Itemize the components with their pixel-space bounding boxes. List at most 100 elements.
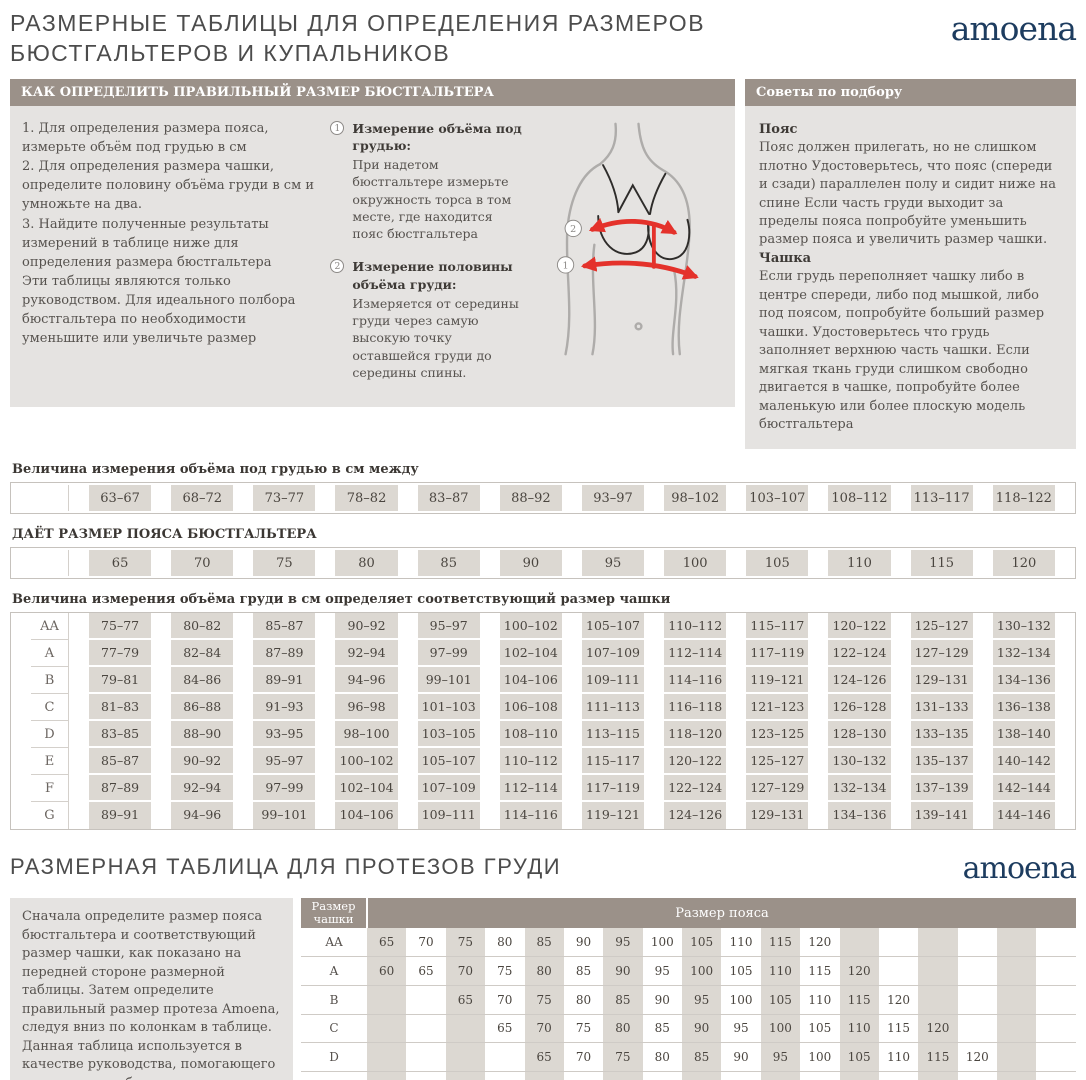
band-size-cell: 105 <box>746 550 809 577</box>
bust-range-cell: 104–106 <box>499 667 562 695</box>
band-size-cell: 120 <box>997 1071 1037 1080</box>
underbust-range-cell: 83–87 <box>417 485 480 512</box>
bust-range-cell: 85–87 <box>89 748 152 776</box>
bra-measurement-illustration: 2 1 <box>531 120 723 398</box>
bust-range-cell: 90–92 <box>335 613 398 641</box>
cup-letter: B <box>31 667 69 695</box>
band-size-cell <box>957 928 997 958</box>
how-to-header: КАК ОПРЕДЕЛИТЬ ПРАВИЛЬНЫЙ РАЗМЕР БЮСТГАЛ… <box>10 78 735 106</box>
bust-range-cell: 130–132 <box>992 613 1055 641</box>
band-size-cell <box>485 1042 525 1073</box>
bust-range-cell: 124–126 <box>664 802 727 830</box>
band-size-cell: 110 <box>918 1071 958 1080</box>
band-size-cell: 95 <box>800 1071 840 1080</box>
band-label: ДАЁТ РАЗМЕР ПОЯСА БЮСТГАЛЬТЕРА <box>12 527 317 543</box>
measurement-1: 1 Измерение объёма под грудью: При надет… <box>330 120 522 243</box>
cup-letter: B <box>301 985 367 1015</box>
torso-diagram: 2 1 <box>556 122 699 356</box>
band-size-cell <box>918 985 958 1015</box>
band-size-cell: 80 <box>335 550 398 577</box>
bust-range-cell: 92–94 <box>335 640 398 668</box>
band-size-cell <box>406 1071 446 1080</box>
bust-range-cell: 134–136 <box>828 802 891 830</box>
band-size-cell <box>918 956 958 987</box>
band-size-cell <box>957 1014 997 1044</box>
band-size-cell: 120 <box>839 956 879 987</box>
band-size-cell <box>406 985 446 1015</box>
bust-range-cell: 81–83 <box>89 694 152 722</box>
prosthesis-row: AA 65 70 75 80 85 90 95 100 105 110 115 120 <box>301 928 1076 958</box>
band-size-cell: 75 <box>445 928 486 958</box>
bust-range-cell: 108–110 <box>499 721 562 749</box>
band-size-cell: 75 <box>253 550 316 577</box>
cup-row: D 83–85 88–90 93–95 98–100 103–105 108–110 113–… <box>31 721 1055 749</box>
band-size-cell: 95 <box>642 956 682 987</box>
bust-range-cell: 139–141 <box>910 802 973 830</box>
bust-range-cell: 116–118 <box>664 694 727 722</box>
band-size-cell: 85 <box>721 1071 761 1080</box>
bust-range-cell: 128–130 <box>828 721 891 749</box>
bust-range-cell: 102–104 <box>499 640 562 668</box>
tip-cup-body: Если грудь переполняет чашку либо в цент… <box>759 269 1045 432</box>
bust-range-cell: 99–101 <box>417 667 480 695</box>
bust-range-cell: 110–112 <box>499 748 562 776</box>
band-size-cell: 120 <box>957 1042 997 1073</box>
band-size-cell <box>957 956 997 987</box>
band-size-cell <box>445 1042 486 1073</box>
band-size-cell: 110 <box>760 956 801 987</box>
steps-text: 1. Для определения размера пояса, измерь… <box>22 120 321 398</box>
cup-letter: C <box>31 694 69 722</box>
band-size-cell: 90 <box>760 1071 801 1080</box>
tips-column: Советы по подбору Пояс Пояс должен приле… <box>745 78 1076 450</box>
band-size-cell: 85 <box>417 550 480 577</box>
underbust-arrow <box>580 256 699 280</box>
steps-note: Эти таблицы являются только руководством… <box>22 274 296 346</box>
bust-range-cell: 96–98 <box>335 694 398 722</box>
bust-range-cell: 82–84 <box>171 640 234 668</box>
figure-circled-2: 2 <box>570 224 576 235</box>
underbust-range-cell: 108–112 <box>828 485 891 512</box>
band-size-cell: 115 <box>918 1042 958 1073</box>
band-size-cell: 80 <box>682 1071 722 1080</box>
band-size-cell: 80 <box>563 985 604 1015</box>
bust-range-cell: 124–126 <box>828 667 891 695</box>
band-size-cell: 70 <box>485 985 525 1015</box>
band-size-cell: 65 <box>485 1014 525 1044</box>
band-size-cell: 105 <box>800 1014 840 1044</box>
band-size-cell <box>406 1014 446 1044</box>
amoena-logo: amoena <box>950 9 1077 48</box>
band-size-cell <box>878 956 919 987</box>
bust-range-cell: 120–122 <box>664 748 727 776</box>
underbust-range-cell: 68–72 <box>171 485 234 512</box>
bust-range-cell: 106–108 <box>499 694 562 722</box>
band-size-cell <box>997 928 1037 958</box>
cup-row: G 89–91 94–96 99–101 104–106 109–111 114–116 11… <box>31 802 1055 830</box>
prosthesis-section: Сначала определите размер пояса бюстгаль… <box>10 898 1076 1080</box>
band-size-cell <box>445 1071 486 1080</box>
band-size-cell: 80 <box>485 928 525 958</box>
bust-range-cell: 109–111 <box>581 667 645 695</box>
prosthesis-band-table: Размер чашки Размер пояса AA 65 70 75 80 85 90… <box>301 898 1076 1080</box>
band-size-cell: 95 <box>603 928 643 958</box>
prosthesis-row: A 60 65 70 75 80 85 90 95 100 105 110 115 120 <box>301 956 1076 987</box>
band-size-cell: 70 <box>171 550 234 577</box>
measurement-2-body: Измеряется от середины груди через самую… <box>352 295 519 380</box>
step-3: 3. Найдите полученные результаты измерен… <box>22 216 272 270</box>
bust-range-cell: 122–124 <box>828 640 891 668</box>
measurement-notes: 1 Измерение объёма под грудью: При надет… <box>330 120 522 398</box>
figure-callouts: 2 1 <box>556 219 582 274</box>
row-label-spacer <box>31 485 69 512</box>
bust-range-cell: 90–92 <box>171 748 234 776</box>
cup-row: B 79–81 84–86 89–91 94–96 99–101 104–106 109–11… <box>31 667 1055 695</box>
row-label-spacer <box>31 550 69 577</box>
band-row: 65 70 75 80 85 90 95 100 105 110 115 120 <box>31 550 1055 577</box>
band-size-cell: 70 <box>563 1042 604 1073</box>
band-size-cell: 115 <box>800 956 840 987</box>
band-size-cell: 75 <box>524 985 564 1015</box>
tips-header: Советы по подбору <box>745 78 1076 106</box>
cup-row: E 85–87 90–92 95–97 100–102 105–107 110–112 115… <box>31 748 1055 776</box>
bust-range-cell: 103–105 <box>417 721 480 749</box>
bust-range-cell: 127–129 <box>910 640 973 668</box>
bust-range-cell: 131–133 <box>910 694 973 722</box>
band-size-cell: 90 <box>563 928 604 958</box>
